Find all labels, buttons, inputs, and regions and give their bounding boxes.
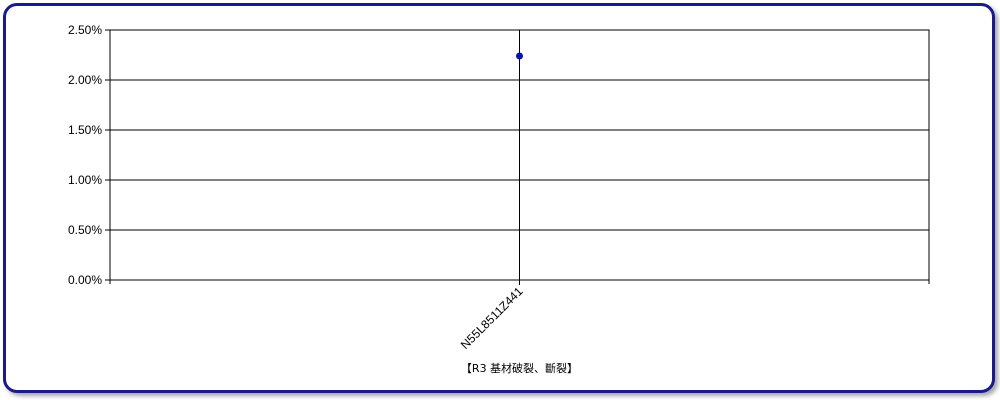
y-tick-label: 0.50% (68, 223, 102, 237)
y-tick-label: 2.50% (68, 23, 102, 37)
x-axis-ticks: N55L8511Z441 (109, 30, 930, 352)
y-tick-label: 2.00% (68, 73, 102, 87)
data-point (516, 52, 523, 60)
x-axis-label: 【R3 基材破裂、斷裂】 (461, 361, 578, 375)
data-points (516, 52, 523, 60)
x-tick-label: N55L8511Z441 (458, 284, 526, 352)
chart-frame (3, 3, 995, 393)
y-axis-ticks: 0.00% 0.50% 1.00% 1.50% 2.00% 2.50% (68, 23, 110, 287)
y-tick-label: 1.50% (68, 123, 102, 137)
y-tick-label: 1.00% (68, 173, 102, 187)
y-tick-label: 0.00% (68, 273, 102, 287)
